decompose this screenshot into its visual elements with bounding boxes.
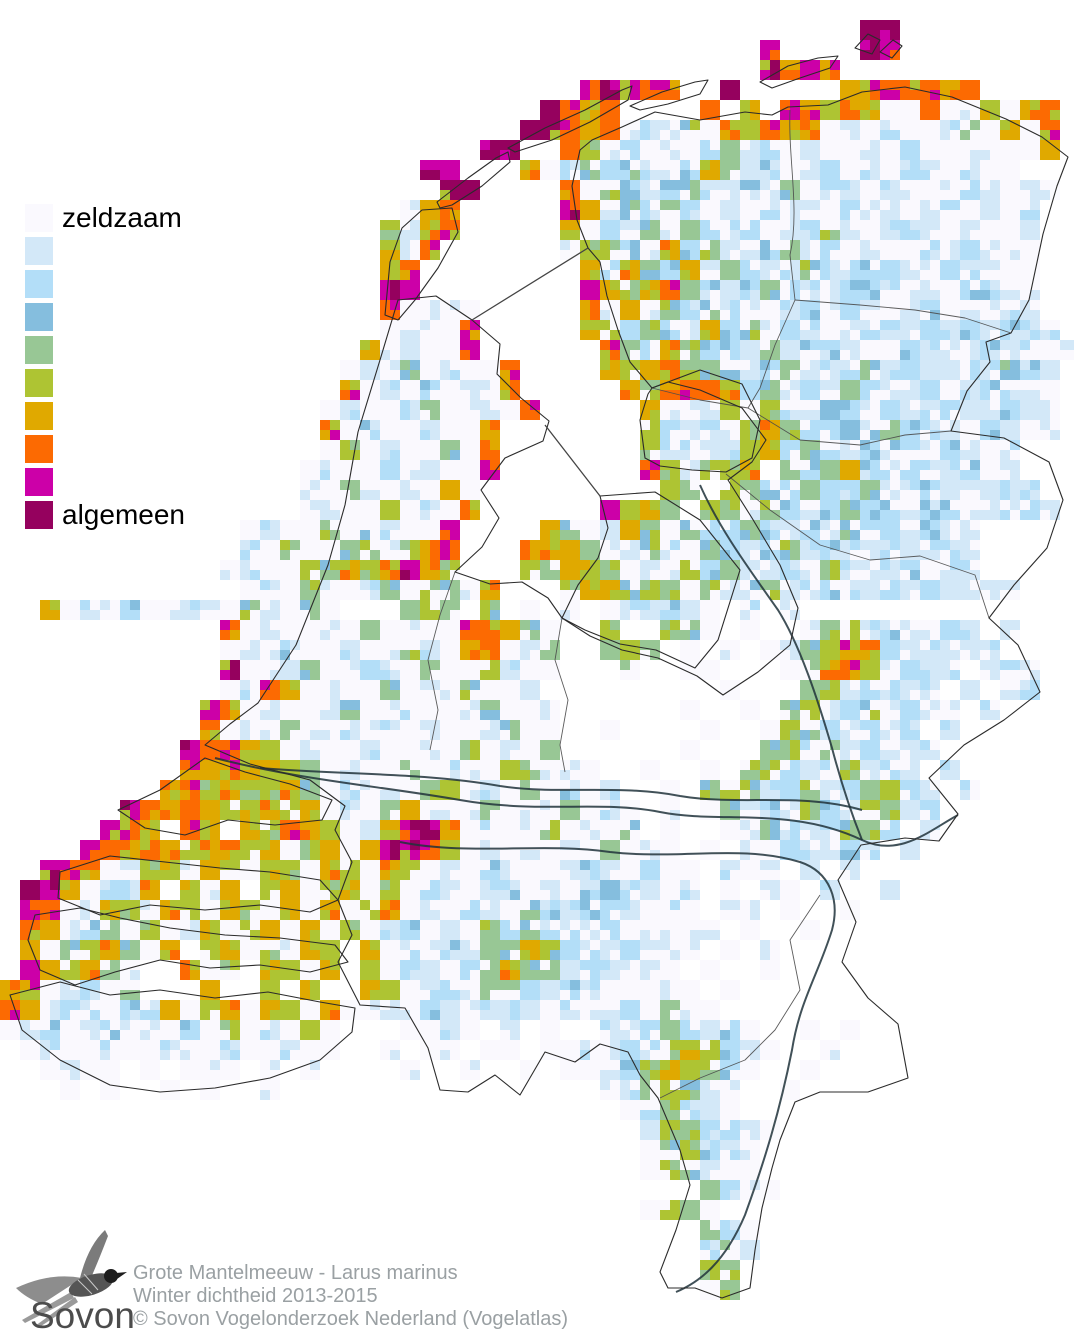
map-subtitle: Winter dichtheid 2013-2015	[133, 1285, 378, 1307]
legend-swatch	[25, 303, 53, 331]
rivers-path	[214, 757, 959, 847]
outlines-path	[204, 86, 1069, 1299]
sovon-logo: Sovon	[16, 1230, 135, 1336]
legend-swatch	[25, 237, 53, 265]
legend-item	[25, 336, 185, 364]
outlines-path	[639, 369, 761, 473]
dikes-path	[544, 424, 601, 497]
outlines-path	[561, 491, 741, 669]
borders-path	[651, 387, 749, 409]
outlines-path	[507, 85, 633, 153]
swallow-icon	[16, 1230, 127, 1328]
outlines-path	[384, 207, 459, 321]
legend-label: zeldzaam	[62, 202, 182, 233]
legend-label: algemeen	[62, 499, 185, 530]
species-title: Grote Mantelmeeuw - Larus marinus	[133, 1262, 458, 1284]
rivers-path	[399, 841, 836, 1293]
legend-swatch	[25, 336, 53, 364]
dikes-path	[471, 247, 589, 321]
legend-swatch	[25, 402, 53, 430]
density-cells	[0, 20, 1074, 1300]
dike-lines	[471, 247, 601, 497]
legend-item	[25, 468, 185, 496]
legend-item: algemeen	[25, 499, 185, 530]
legend-item: zeldzaam	[25, 202, 185, 233]
legend-swatch	[25, 369, 53, 397]
copyright-line: © Sovon Vogelonderzoek Nederland (Vogela…	[133, 1308, 569, 1330]
outlines-path	[9, 981, 356, 1093]
outlines-path	[436, 151, 511, 209]
coastline-outlines	[9, 33, 1069, 1299]
legend-item	[25, 435, 185, 463]
outlines-path	[759, 55, 839, 89]
province-borders	[427, 109, 1012, 1099]
outlines-path	[854, 33, 903, 59]
legend-item	[25, 237, 185, 265]
legend: zeldzaam algemeen	[25, 202, 185, 534]
outlines-path	[27, 907, 349, 986]
logo-wordmark: Sovon	[30, 1295, 135, 1336]
legend-swatch	[25, 468, 53, 496]
borders-path	[659, 894, 821, 1099]
borders-path	[747, 109, 796, 409]
rivers-path	[699, 484, 863, 841]
legend-item	[25, 303, 185, 331]
borders-path	[794, 299, 1012, 334]
outlines-path	[57, 855, 339, 916]
borders-path	[427, 571, 456, 751]
borders-path	[554, 617, 569, 773]
map-attribution: Grote Mantelmeeuw - Larus marinus Winter…	[133, 1262, 568, 1331]
legend-swatch	[25, 435, 53, 463]
outlines-path	[117, 757, 333, 836]
legend-item	[25, 270, 185, 298]
borders-path	[747, 407, 952, 446]
borders-path	[725, 473, 990, 619]
legend-swatch	[25, 501, 53, 529]
legend-swatch	[25, 270, 53, 298]
legend-item	[25, 402, 185, 430]
outlines-path	[629, 79, 709, 111]
river-lines	[214, 484, 959, 1293]
rivers-path	[259, 767, 863, 811]
legend-swatch	[25, 204, 53, 232]
legend-item	[25, 369, 185, 397]
